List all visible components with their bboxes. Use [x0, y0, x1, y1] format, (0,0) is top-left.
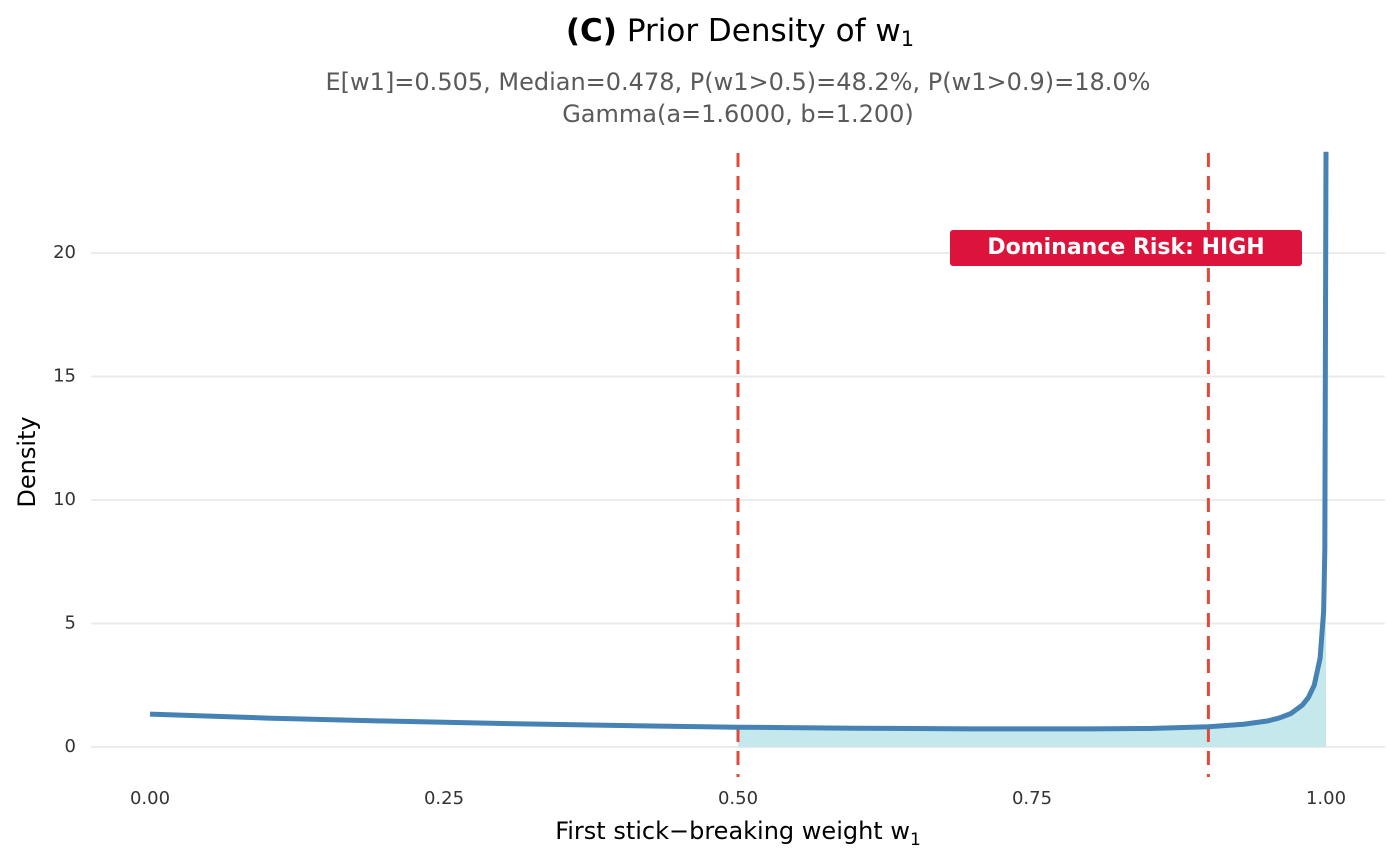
- y-tick-label: 5: [65, 612, 76, 633]
- x-tick-label: 0.50: [718, 788, 758, 809]
- subtitle: E[w1]=0.505, Median=0.478, P(w1>0.5)=48.…: [326, 68, 1151, 96]
- chart-title: (C) Prior Density of w1: [566, 13, 914, 52]
- y-tick-label: 20: [53, 242, 76, 263]
- x-tick-label: 1.00: [1306, 788, 1346, 809]
- title-subscript: 1: [901, 27, 914, 51]
- grid: 0 5 10 15 20 0.00 0.25 0.50 0.75 1.00: [53, 242, 1385, 809]
- x-label-text: First stick−breaking weight w: [555, 817, 910, 845]
- title-text: Prior Density of w: [627, 13, 901, 49]
- annotation-box: [950, 230, 1302, 266]
- x-axis-title: First stick−breaking weight w1: [555, 817, 921, 850]
- y-tick-label: 15: [53, 366, 76, 387]
- y-axis-title: Density: [13, 416, 41, 507]
- x-tick-label: 0.75: [1012, 788, 1052, 809]
- x-tick-label: 0.25: [424, 788, 464, 809]
- x-tick-label: 0.00: [130, 788, 170, 809]
- density-line: [149, 151, 1329, 732]
- x-label-subscript: 1: [910, 830, 921, 850]
- subtitle: Gamma(a=1.6000, b=1.200): [562, 100, 914, 128]
- y-tick-label: 10: [53, 489, 76, 510]
- annotation: Dominance Risk: HIGH: [987, 235, 1264, 260]
- y-tick-label: 0: [65, 736, 76, 757]
- title-prefix: (C): [566, 13, 617, 49]
